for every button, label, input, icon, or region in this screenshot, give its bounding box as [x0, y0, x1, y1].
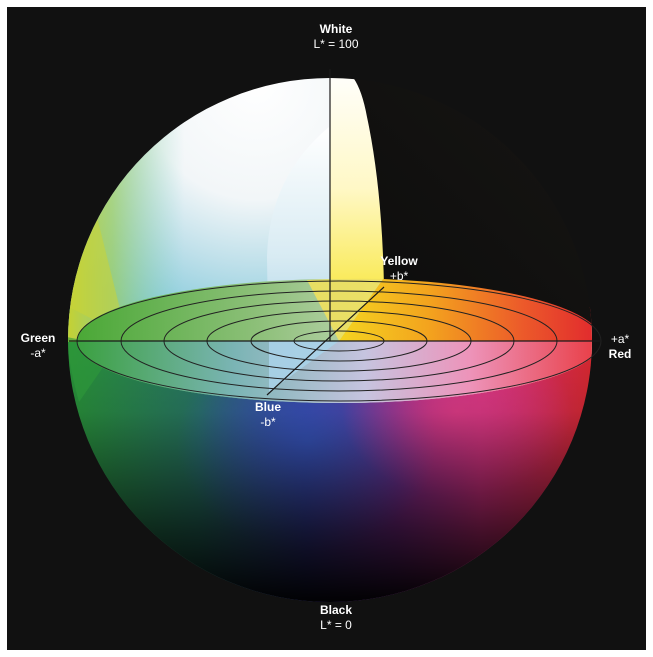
white-label-name: White: [319, 22, 353, 36]
yellow-label: Yellow +b*: [374, 254, 424, 284]
b-axis-line: [266, 286, 385, 396]
white-label: White L* = 100: [291, 22, 381, 52]
red-label-name: Red: [608, 347, 632, 361]
yellow-label-name: Yellow: [380, 254, 418, 268]
blue-label: Blue -b*: [243, 400, 293, 430]
black-label-name: Black: [319, 603, 353, 617]
black-label: Black L* = 0: [291, 603, 381, 633]
blue-label-value: -b*: [260, 415, 276, 429]
sphere-body: [68, 78, 592, 602]
red-label: +a* Red: [597, 332, 643, 362]
green-label-value: -a*: [30, 346, 46, 360]
yellow-label-value: +b*: [389, 269, 409, 283]
color-sphere-graphic: [68, 69, 602, 602]
red-label-value: +a*: [610, 332, 630, 346]
green-label-name: Green: [20, 331, 56, 345]
white-label-value: L* = 100: [313, 37, 359, 51]
green-label: Green -a*: [13, 331, 63, 361]
lab-axes: [69, 69, 601, 396]
lab-color-space-diagram: White L* = 100 Yellow +b* Green -a* +a* …: [7, 7, 646, 650]
black-label-value: L* = 0: [320, 618, 352, 632]
blue-label-name: Blue: [254, 400, 281, 414]
